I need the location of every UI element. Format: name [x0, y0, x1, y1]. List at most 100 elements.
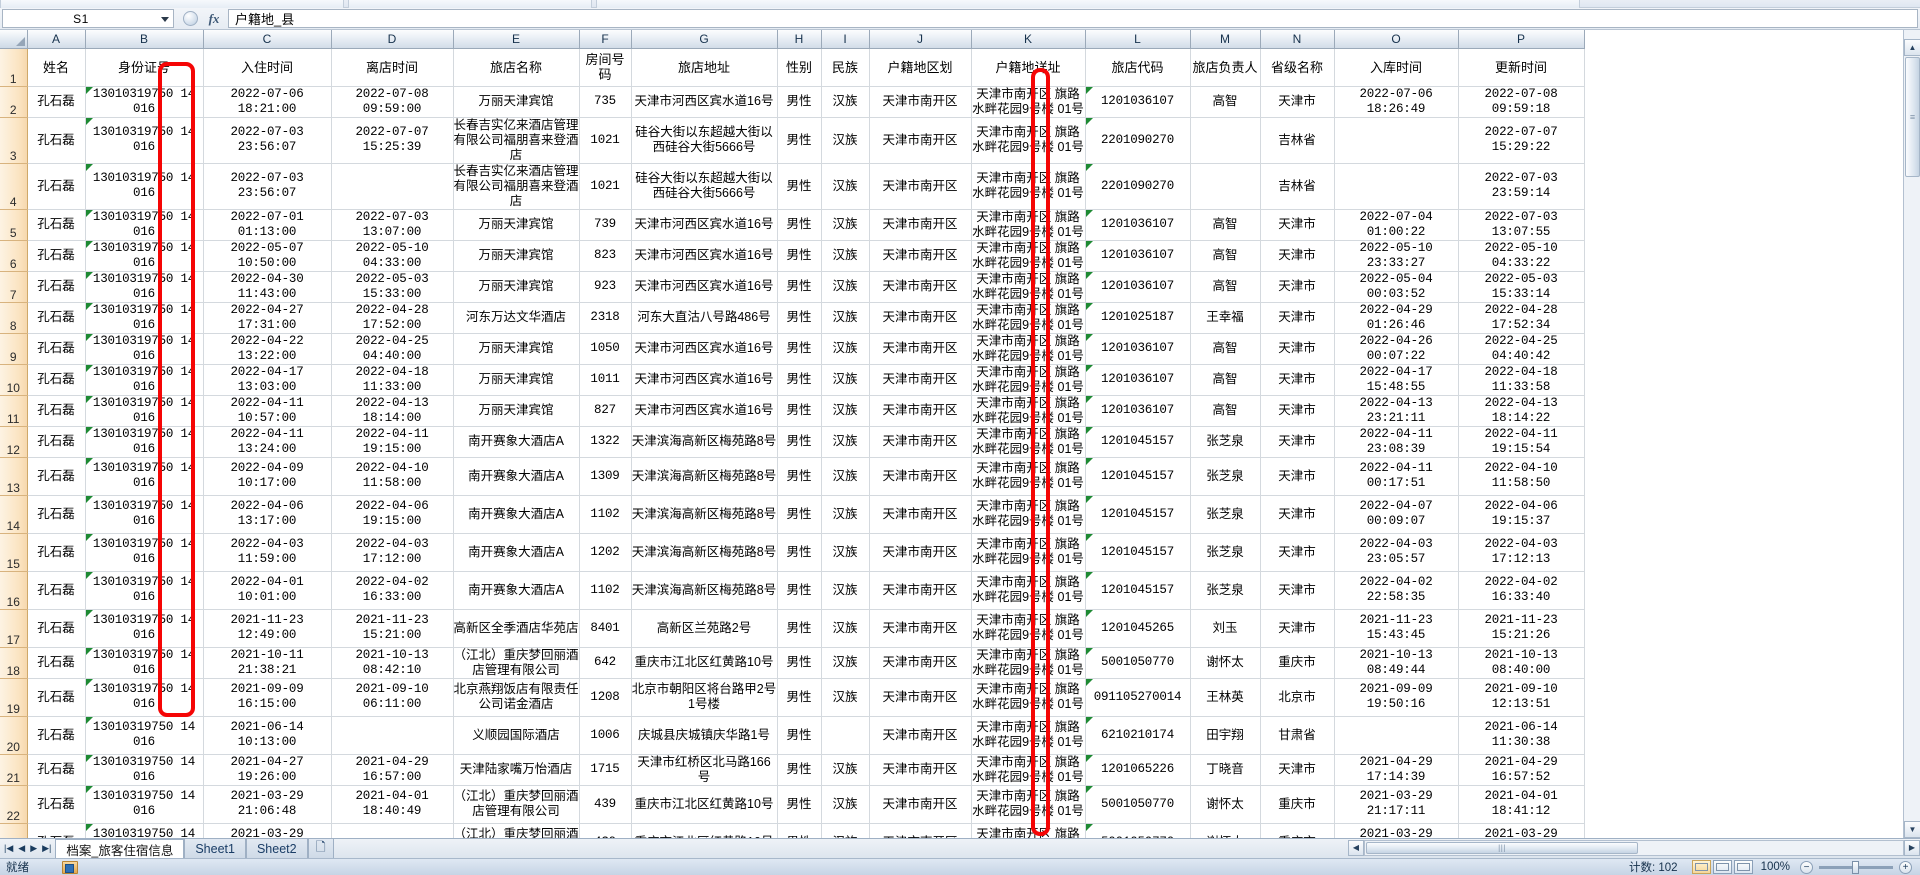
cell-G23[interactable]: 重庆市江北区红黄路10号 [631, 823, 778, 838]
cell-O5[interactable]: 2022-07-04 01:00:22 [1334, 209, 1459, 241]
cell-A3[interactable]: 孔石磊 [27, 117, 86, 164]
cell-A2[interactable]: 孔石磊 [27, 86, 86, 118]
cell-D11[interactable]: 2022-04-13 18:14:00 [331, 395, 454, 427]
cell-N7[interactable]: 天津市 [1260, 271, 1335, 303]
cell-N22[interactable]: 重庆市 [1260, 785, 1335, 824]
cell-N16[interactable]: 天津市 [1260, 571, 1335, 610]
cell-L15[interactable]: 1201045157 [1085, 533, 1191, 572]
cell-C22[interactable]: 2021-03-29 21:06:48 [203, 785, 332, 824]
cell-E8[interactable]: 河东万达文华酒店 [453, 302, 580, 334]
cell-K6[interactable]: 天津市南开区 旗路水畔花园9号楼 01号 [971, 240, 1086, 272]
cell-C14[interactable]: 2022-04-06 13:17:00 [203, 495, 332, 534]
cell-A19[interactable]: 孔石磊 [27, 678, 86, 717]
cell-E4[interactable]: 长春吉实亿来酒店管理有限公司福朋喜来登酒店 [453, 163, 580, 210]
cell-E6[interactable]: 万丽天津宾馆 [453, 240, 580, 272]
cell-I6[interactable]: 汉族 [821, 240, 870, 272]
cell-F11[interactable]: 827 [579, 395, 632, 427]
cell-H22[interactable]: 男性 [777, 785, 822, 824]
column-header-M[interactable]: M [1190, 30, 1261, 49]
formula-input[interactable]: 户籍地_县 [228, 9, 1918, 28]
cell-K23[interactable]: 天津市南开区 旗路水畔花园9号楼 01号 [971, 823, 1086, 838]
cell-N20[interactable]: 甘肃省 [1260, 716, 1335, 755]
cell-B14[interactable]: 13010319750 14 016 [85, 495, 204, 534]
cell-J19[interactable]: 天津市南开区 [869, 678, 972, 717]
cell-H7[interactable]: 男性 [777, 271, 822, 303]
cell-B22[interactable]: 13010319750 14 016 [85, 785, 204, 824]
cell-C15[interactable]: 2022-04-03 11:59:00 [203, 533, 332, 572]
cell-L3[interactable]: 2201090270 [1085, 117, 1191, 164]
cell-M4[interactable] [1190, 163, 1261, 210]
cell-D10[interactable]: 2022-04-18 11:33:00 [331, 364, 454, 396]
zoom-slider-track[interactable] [1819, 860, 1893, 874]
vertical-scrollbar[interactable]: ▲ ▼ [1903, 30, 1920, 838]
row-header-6[interactable]: 6 [0, 240, 28, 272]
cell-M10[interactable]: 高智 [1190, 364, 1261, 396]
cell-L9[interactable]: 1201036107 [1085, 333, 1191, 365]
cell-A4[interactable]: 孔石磊 [27, 163, 86, 210]
row-header-18[interactable]: 18 [0, 647, 28, 679]
cell-N5[interactable]: 天津市 [1260, 209, 1335, 241]
horizontal-scroll-track[interactable] [1364, 839, 1904, 856]
cell-E22[interactable]: （江北）重庆梦回丽酒店管理有限公司 [453, 785, 580, 824]
cell-H5[interactable]: 男性 [777, 209, 822, 241]
cell-K8[interactable]: 天津市南开区 旗路水畔花园9号楼 01号 [971, 302, 1086, 334]
cell-K11[interactable]: 天津市南开区 旗路水畔花园9号楼 01号 [971, 395, 1086, 427]
row-header-22[interactable]: 22 [0, 785, 28, 824]
cell-E23[interactable]: （江北）重庆梦回丽酒店管理有限公司 [453, 823, 580, 838]
cell-B10[interactable]: 13010319750 14 016 [85, 364, 204, 396]
cell-H13[interactable]: 男性 [777, 457, 822, 496]
cell-F2[interactable]: 735 [579, 86, 632, 118]
cell-P14[interactable]: 2022-04-06 19:15:37 [1458, 495, 1585, 534]
row-header-15[interactable]: 15 [0, 533, 28, 572]
cell-A18[interactable]: 孔石磊 [27, 647, 86, 679]
cell-E3[interactable]: 长春吉实亿来酒店管理有限公司福朋喜来登酒店 [453, 117, 580, 164]
cell-J6[interactable]: 天津市南开区 [869, 240, 972, 272]
cell-M2[interactable]: 高智 [1190, 86, 1261, 118]
cell-I10[interactable]: 汉族 [821, 364, 870, 396]
column-header-D[interactable]: D [331, 30, 454, 49]
cell-I19[interactable]: 汉族 [821, 678, 870, 717]
cell-A12[interactable]: 孔石磊 [27, 426, 86, 458]
cell-H10[interactable]: 男性 [777, 364, 822, 396]
cell-E2[interactable]: 万丽天津宾馆 [453, 86, 580, 118]
cell-C6[interactable]: 2022-05-07 10:50:00 [203, 240, 332, 272]
horizontal-scrollbar[interactable]: ◀ ▶ [1348, 838, 1920, 857]
normal-view-button[interactable] [1691, 860, 1711, 874]
cell-G11[interactable]: 天津市河西区宾水道16号 [631, 395, 778, 427]
cell-F15[interactable]: 1202 [579, 533, 632, 572]
cell-P5[interactable]: 2022-07-03 13:07:55 [1458, 209, 1585, 241]
cell-J11[interactable]: 天津市南开区 [869, 395, 972, 427]
cell-P20[interactable]: 2021-06-14 11:30:38 [1458, 716, 1585, 755]
cell-D7[interactable]: 2022-05-03 15:33:00 [331, 271, 454, 303]
header-cell-M[interactable]: 旅店负责人 [1190, 48, 1261, 87]
cell-D22[interactable]: 2021-04-01 18:40:49 [331, 785, 454, 824]
sheet-tab-0[interactable]: 档案_旅客住宿信息 [55, 839, 185, 858]
header-cell-D[interactable]: 离店时间 [331, 48, 454, 87]
cell-F5[interactable]: 739 [579, 209, 632, 241]
row-header-17[interactable]: 17 [0, 609, 28, 648]
cell-I8[interactable]: 汉族 [821, 302, 870, 334]
cell-N2[interactable]: 天津市 [1260, 86, 1335, 118]
cell-N12[interactable]: 天津市 [1260, 426, 1335, 458]
cell-E10[interactable]: 万丽天津宾馆 [453, 364, 580, 396]
cell-J16[interactable]: 天津市南开区 [869, 571, 972, 610]
cell-G10[interactable]: 天津市河西区宾水道16号 [631, 364, 778, 396]
cell-M9[interactable]: 高智 [1190, 333, 1261, 365]
header-cell-I[interactable]: 民族 [821, 48, 870, 87]
cell-O13[interactable]: 2022-04-11 00:17:51 [1334, 457, 1459, 496]
cell-F6[interactable]: 823 [579, 240, 632, 272]
cell-G21[interactable]: 天津市红桥区北马路166号 [631, 754, 778, 786]
cell-I17[interactable]: 汉族 [821, 609, 870, 648]
cell-N8[interactable]: 天津市 [1260, 302, 1335, 334]
column-header-B[interactable]: B [85, 30, 204, 49]
sheet-tab-2[interactable]: Sheet2 [245, 839, 308, 858]
column-header-N[interactable]: N [1260, 30, 1335, 49]
cell-N4[interactable]: 吉林省 [1260, 163, 1335, 210]
cell-D13[interactable]: 2022-04-10 11:58:00 [331, 457, 454, 496]
cell-D20[interactable] [331, 716, 454, 755]
header-cell-L[interactable]: 旅店代码 [1085, 48, 1191, 87]
row-header-9[interactable]: 9 [0, 333, 28, 365]
sheet-nav-buttons[interactable]: |◀ ◀ ▶ ▶| [0, 839, 55, 858]
cell-I4[interactable]: 汉族 [821, 163, 870, 210]
cell-C2[interactable]: 2022-07-06 18:21:00 [203, 86, 332, 118]
